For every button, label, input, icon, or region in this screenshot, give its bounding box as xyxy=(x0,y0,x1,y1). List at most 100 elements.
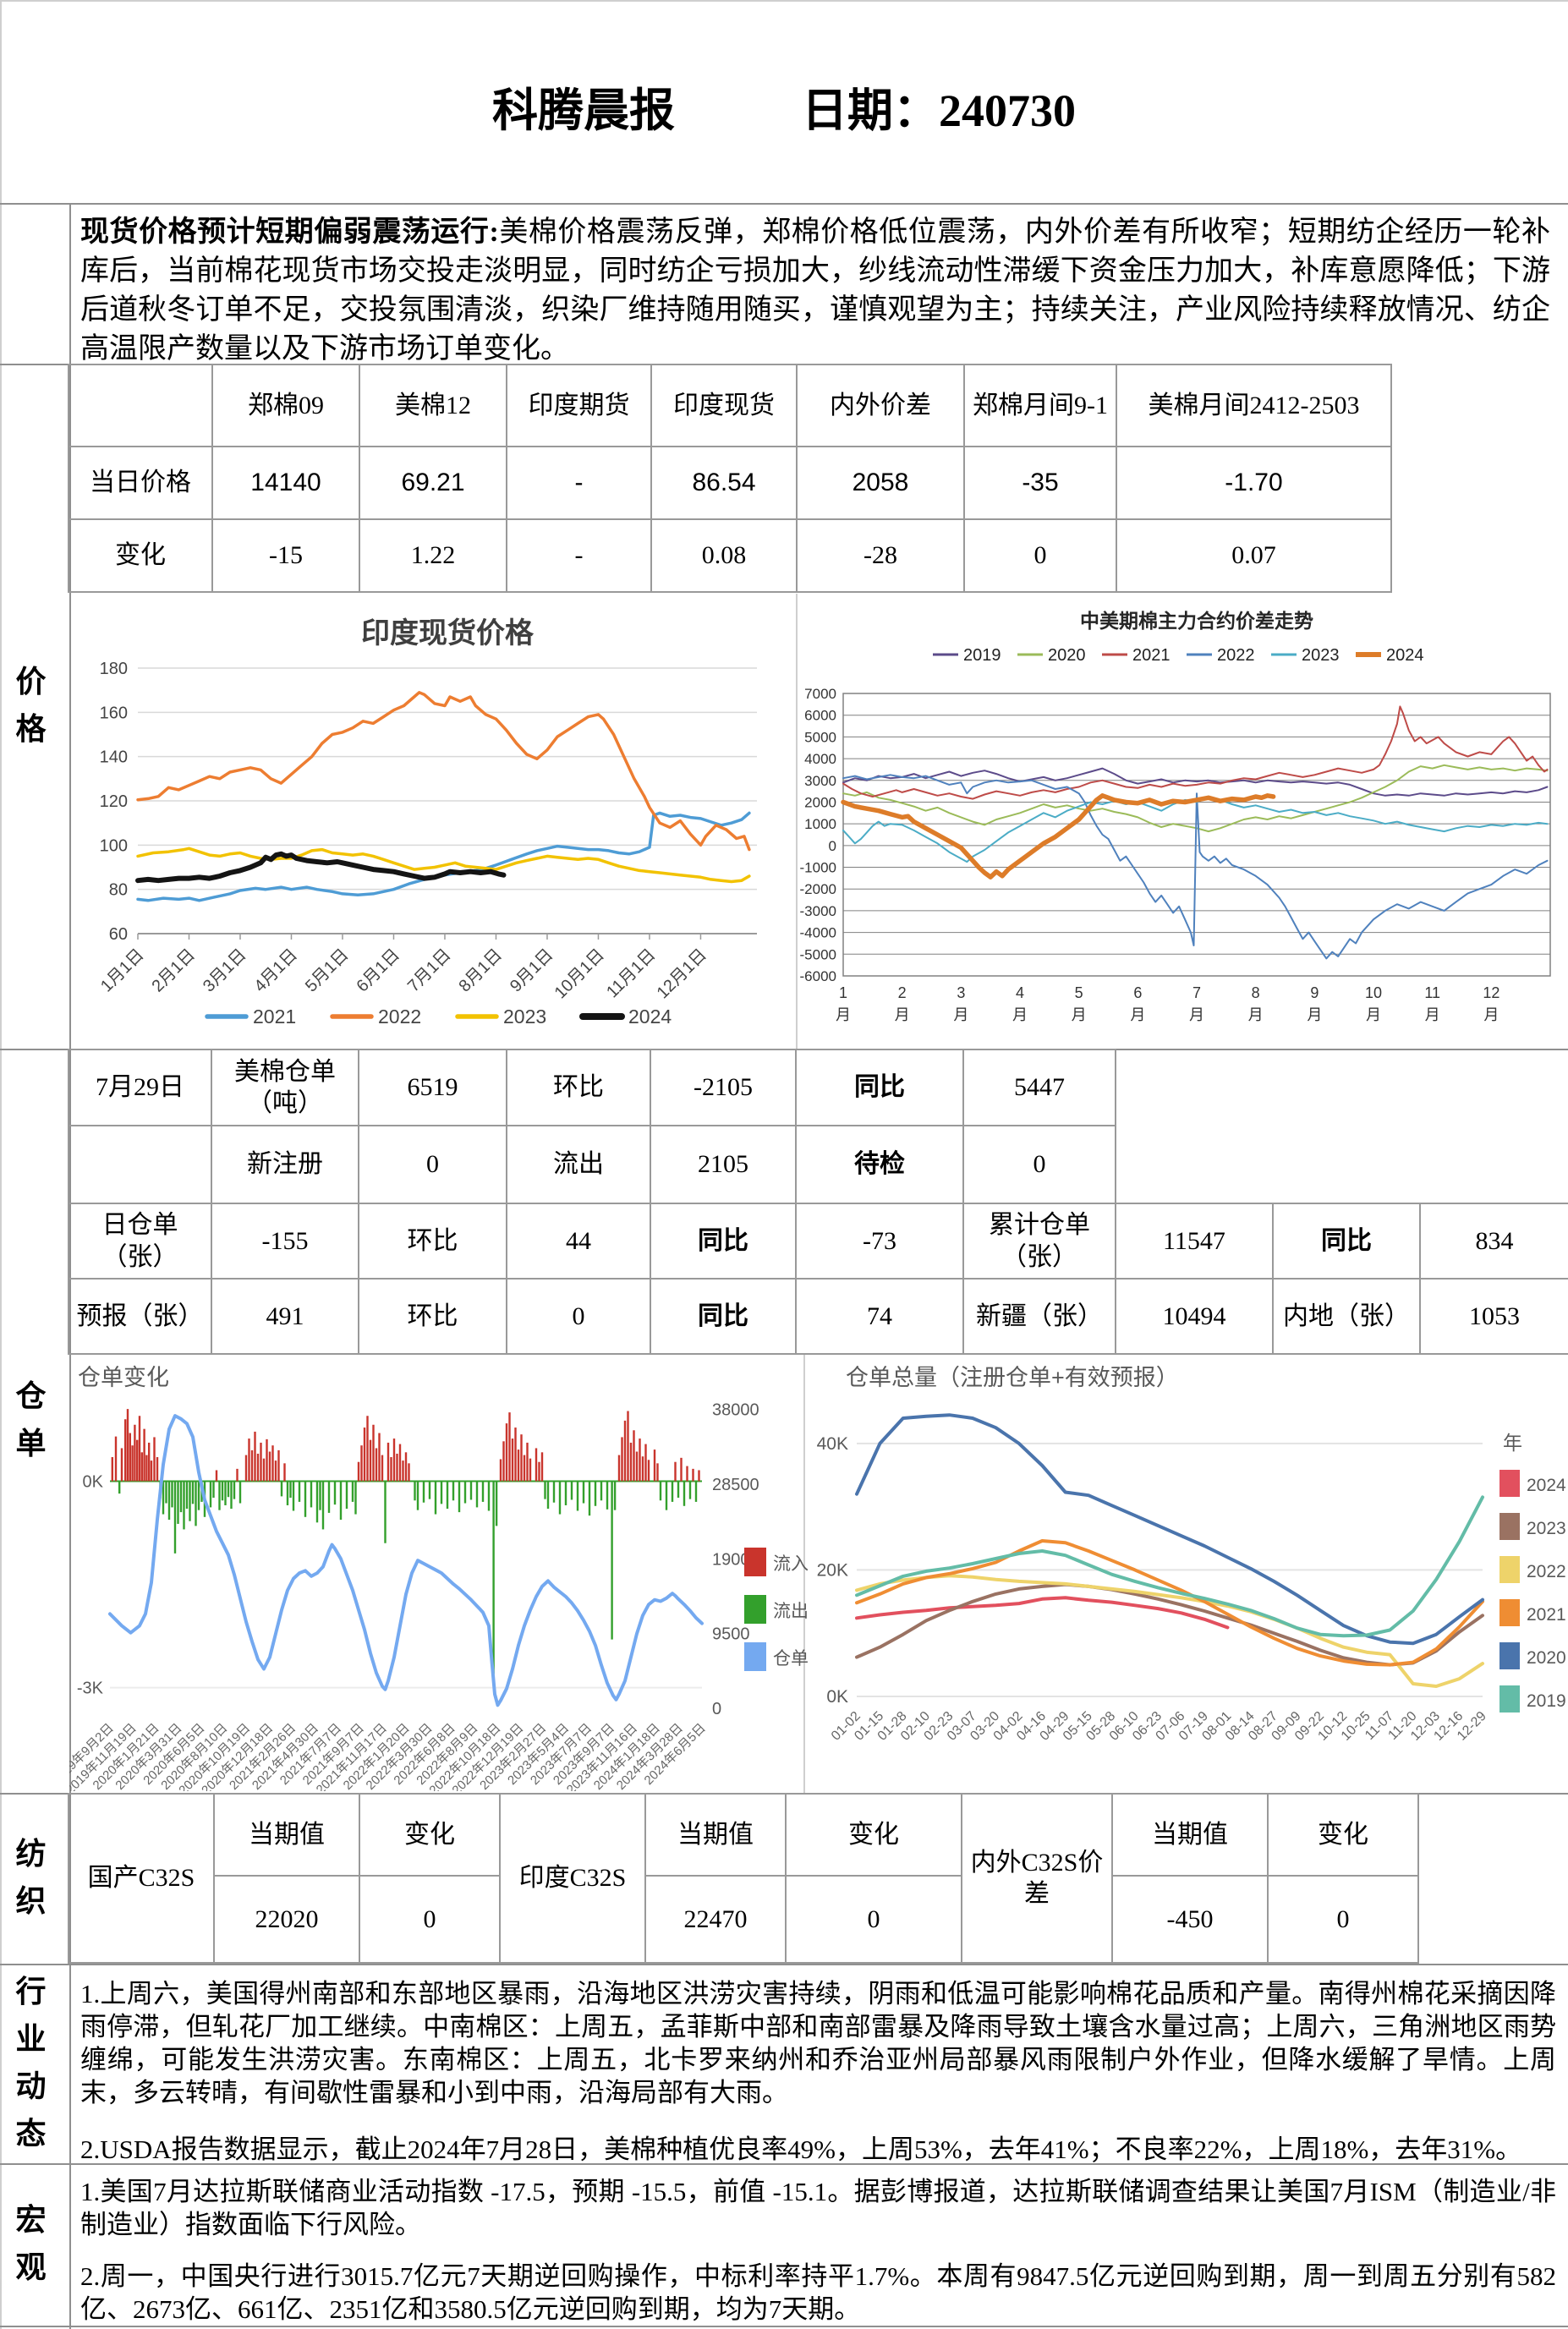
svg-text:12: 12 xyxy=(1483,984,1499,1001)
receipts-value: -155 xyxy=(211,1203,359,1280)
receipts-label: 环比 xyxy=(358,1278,507,1355)
macro-paragraph-2: 2.周一，中国央行进行3015.7亿元7天期逆回购操作，中标利率持平1.7%。本… xyxy=(80,2261,1556,2324)
svg-text:80: 80 xyxy=(109,881,128,900)
textile-label: 当期值 xyxy=(213,1793,360,1877)
receipts-value: -2105 xyxy=(650,1049,797,1126)
svg-text:8: 8 xyxy=(1252,984,1260,1001)
svg-text:140: 140 xyxy=(100,748,128,767)
svg-text:5000: 5000 xyxy=(804,729,836,745)
price-change: 0.07 xyxy=(1116,518,1392,593)
divider-summary-top xyxy=(0,203,1568,205)
textile-label: 变化 xyxy=(1267,1793,1419,1877)
svg-text:60: 60 xyxy=(109,925,128,944)
price-charts-divider xyxy=(796,594,798,1049)
price-change-row: 变化 -15 1.22 - 0.08 -28 0 0.07 xyxy=(68,518,1392,593)
svg-text:2023: 2023 xyxy=(1302,646,1340,665)
svg-text:9: 9 xyxy=(1310,984,1319,1001)
textile-label: 变化 xyxy=(785,1793,962,1877)
svg-text:7月1日: 7月1日 xyxy=(404,945,455,996)
receipts-value: 2105 xyxy=(650,1125,797,1204)
textile-item-name: 印度C32S xyxy=(499,1793,646,1964)
sidebar-item-price: 价格 xyxy=(0,364,69,1049)
svg-text:-6000: -6000 xyxy=(800,968,836,984)
textile-header-row: 国产C32S 当期值 变化 印度C32S 当期值 变化 内外C32S价差 当期值… xyxy=(68,1793,1568,1964)
textile-label: 当期值 xyxy=(1111,1793,1269,1877)
page-top-border xyxy=(0,0,1568,2)
receipts-label: 新注册 xyxy=(211,1125,359,1204)
price-corner-cell xyxy=(68,364,213,447)
svg-text:年: 年 xyxy=(1503,1432,1522,1454)
receipts-value: 1053 xyxy=(1418,1278,1568,1355)
sidebar-item-industry: 行业动态 xyxy=(0,1964,69,2163)
report-header: 科腾晨报 日期：240730 xyxy=(0,51,1568,161)
india-spot-price-chart: 印度现货价格 60 80 100 120 140 160 180 1月1日 2月1日 3月1日 4月1… xyxy=(97,617,757,1028)
receipts-value: 10494 xyxy=(1115,1278,1274,1355)
empty-cell xyxy=(1418,1794,1568,1963)
industry-paragraph-2: 2.USDA报告数据显示，截止2024年7月28日，美棉种植优良率49%，上周5… xyxy=(80,2134,1522,2164)
price-value: 14140 xyxy=(211,446,360,520)
textile-value: 0 xyxy=(359,1875,501,1964)
receipts-value: 5447 xyxy=(962,1049,1116,1126)
svg-text:-2000: -2000 xyxy=(800,881,836,897)
empty-cell xyxy=(1116,1126,1568,1203)
svg-text:月: 月 xyxy=(1366,1006,1381,1023)
svg-text:2022: 2022 xyxy=(1217,646,1255,665)
svg-text:2021: 2021 xyxy=(253,1006,296,1028)
receipts-label: 内地（张） xyxy=(1272,1278,1421,1355)
svg-text:月: 月 xyxy=(895,1006,910,1023)
svg-text:仓单变化: 仓单变化 xyxy=(78,1365,169,1390)
price-table: 郑棉09 美棉12 印度期货 印度现货 内外价差 郑棉月间9-1 美棉月间241… xyxy=(68,364,1392,593)
svg-text:2月1日: 2月1日 xyxy=(148,945,199,996)
svg-text:2023: 2023 xyxy=(503,1006,546,1028)
sidebar-item-macro: 宏观 xyxy=(0,2163,69,2326)
receipts-forecast-row: 预报（张） 491 环比 0 同比 74 新疆（张） 10494 内地（张） 1… xyxy=(68,1278,1568,1355)
receipts-value: 0 xyxy=(506,1278,651,1355)
svg-text:2021: 2021 xyxy=(1132,646,1171,665)
svg-text:3: 3 xyxy=(957,984,965,1001)
svg-text:月: 月 xyxy=(1483,1006,1499,1023)
price-value: 69.21 xyxy=(359,446,507,520)
textile-label: 变化 xyxy=(359,1793,501,1877)
svg-text:160: 160 xyxy=(100,704,128,722)
svg-text:中美期棉主力合约价差走势: 中美期棉主力合约价差走势 xyxy=(1080,610,1313,632)
receipts-label: 环比 xyxy=(506,1049,651,1126)
svg-text:-4000: -4000 xyxy=(800,925,836,941)
svg-text:0: 0 xyxy=(712,1700,721,1718)
price-value: -35 xyxy=(963,446,1117,520)
svg-text:10: 10 xyxy=(1365,984,1382,1001)
receipts-table: 7月29日 美棉仓单（吨） 6519 环比 -2105 同比 5447 新注册 … xyxy=(68,1049,1568,1355)
textile-label: 当期值 xyxy=(644,1793,787,1877)
svg-text:3月1日: 3月1日 xyxy=(200,945,250,996)
divider-macro-top xyxy=(0,2163,1568,2165)
receipts-value: 11547 xyxy=(1115,1203,1274,1280)
svg-text:-3K: -3K xyxy=(77,1680,104,1698)
svg-text:2: 2 xyxy=(898,984,907,1001)
receipts-value: -73 xyxy=(795,1203,964,1280)
svg-text:20K: 20K xyxy=(817,1560,848,1580)
sidebar-item-textile: 纺织 xyxy=(0,1793,69,1964)
price-change: -28 xyxy=(796,518,965,593)
svg-text:6000: 6000 xyxy=(804,708,836,724)
textile-value: 0 xyxy=(1267,1875,1419,1964)
textile-value: 0 xyxy=(785,1875,962,1964)
sidebar-label-receipts: 仓单 xyxy=(15,1379,54,1460)
svg-text:9500: 9500 xyxy=(712,1625,750,1644)
receipts-label: 新疆（张） xyxy=(962,1278,1116,1355)
svg-text:180: 180 xyxy=(100,660,128,678)
receipts-newreg-row: 新注册 0 流出 2105 待检 0 xyxy=(68,1125,1568,1204)
price-value: 86.54 xyxy=(650,446,798,520)
industry-paragraph-1: 1.上周六，美国得州南部和东部地区暴雨，沿海地区洪涝灾害持续，阴雨和低温可能影响… xyxy=(80,1979,1556,2107)
receipts-value: 74 xyxy=(795,1278,964,1355)
price-col-header: 郑棉月间9-1 xyxy=(963,364,1117,447)
svg-text:1: 1 xyxy=(839,984,847,1001)
svg-text:100: 100 xyxy=(100,836,128,855)
receipts-daily-row: 日仓单（张） -155 环比 44 同比 -73 累计仓单（张） 11547 同… xyxy=(68,1203,1568,1280)
svg-text:12月1日: 12月1日 xyxy=(654,945,710,1002)
price-row-label: 当日价格 xyxy=(68,446,213,520)
empty-cell xyxy=(1116,1049,1568,1126)
receipts-value: 491 xyxy=(211,1278,359,1355)
svg-text:月: 月 xyxy=(1425,1006,1440,1023)
receipts-label: 同比 xyxy=(650,1203,797,1280)
industry-text: 1.上周六，美国得州南部和东部地区暴雨，沿海地区洪涝灾害持续，阴雨和低温可能影响… xyxy=(80,1977,1556,2166)
